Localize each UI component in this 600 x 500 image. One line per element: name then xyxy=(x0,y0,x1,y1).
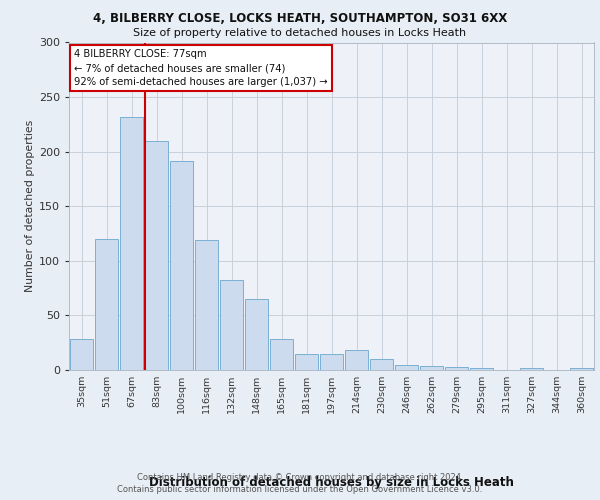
Bar xyxy=(195,240,218,370)
Bar xyxy=(520,368,543,370)
Bar xyxy=(570,368,593,370)
Text: 4, BILBERRY CLOSE, LOCKS HEATH, SOUTHAMPTON, SO31 6XX: 4, BILBERRY CLOSE, LOCKS HEATH, SOUTHAMP… xyxy=(93,12,507,26)
Bar xyxy=(245,299,268,370)
Y-axis label: Number of detached properties: Number of detached properties xyxy=(25,120,35,292)
Bar xyxy=(295,354,318,370)
Bar xyxy=(445,366,468,370)
Bar xyxy=(145,141,168,370)
Bar xyxy=(270,340,293,370)
Text: Contains HM Land Registry data © Crown copyright and database right 2024.: Contains HM Land Registry data © Crown c… xyxy=(137,472,463,482)
Bar xyxy=(395,364,418,370)
Bar xyxy=(220,280,243,370)
Bar xyxy=(120,116,143,370)
Bar xyxy=(345,350,368,370)
Bar xyxy=(320,354,343,370)
Bar xyxy=(470,368,493,370)
Bar xyxy=(370,359,393,370)
Text: Size of property relative to detached houses in Locks Heath: Size of property relative to detached ho… xyxy=(133,28,467,38)
Bar xyxy=(170,162,193,370)
Bar xyxy=(70,340,93,370)
Bar xyxy=(95,239,118,370)
X-axis label: Distribution of detached houses by size in Locks Heath: Distribution of detached houses by size … xyxy=(149,476,514,488)
Text: 4 BILBERRY CLOSE: 77sqm
← 7% of detached houses are smaller (74)
92% of semi-det: 4 BILBERRY CLOSE: 77sqm ← 7% of detached… xyxy=(74,49,328,87)
Bar xyxy=(420,366,443,370)
Text: Contains public sector information licensed under the Open Government Licence v3: Contains public sector information licen… xyxy=(118,485,482,494)
